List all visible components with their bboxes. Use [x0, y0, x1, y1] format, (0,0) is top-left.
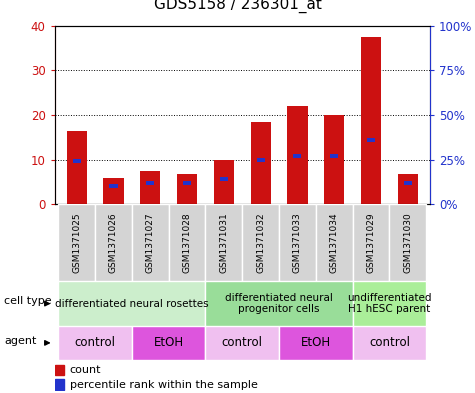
- Bar: [256, 158, 265, 162]
- Bar: [398, 174, 418, 204]
- Bar: [352, 204, 390, 281]
- Text: undifferentiated
H1 hESC parent: undifferentiated H1 hESC parent: [347, 293, 432, 314]
- Bar: [250, 122, 271, 204]
- Bar: [183, 181, 191, 185]
- Text: GSM1371026: GSM1371026: [109, 212, 118, 273]
- Bar: [242, 204, 279, 281]
- Bar: [169, 204, 206, 281]
- Text: EtOH: EtOH: [153, 336, 184, 349]
- Text: GSM1371030: GSM1371030: [403, 212, 412, 273]
- Bar: [132, 326, 206, 360]
- Bar: [55, 379, 64, 389]
- Text: control: control: [222, 336, 263, 349]
- Bar: [352, 326, 426, 360]
- Bar: [206, 326, 279, 360]
- Bar: [73, 160, 81, 163]
- Bar: [58, 326, 132, 360]
- Text: GSM1371031: GSM1371031: [219, 212, 228, 273]
- Bar: [294, 154, 302, 158]
- Bar: [206, 204, 242, 281]
- Bar: [220, 177, 228, 181]
- Bar: [404, 181, 412, 185]
- Text: EtOH: EtOH: [301, 336, 331, 349]
- Bar: [352, 281, 426, 326]
- Text: GSM1371028: GSM1371028: [182, 212, 191, 273]
- Bar: [66, 130, 87, 204]
- Text: cell type: cell type: [4, 296, 52, 306]
- Text: control: control: [369, 336, 410, 349]
- Text: percentile rank within the sample: percentile rank within the sample: [70, 380, 257, 389]
- Bar: [214, 160, 234, 204]
- Bar: [279, 204, 316, 281]
- Bar: [146, 181, 154, 185]
- Bar: [390, 204, 426, 281]
- Bar: [177, 174, 197, 204]
- Text: differentiated neural
progenitor cells: differentiated neural progenitor cells: [225, 293, 333, 314]
- Text: GSM1371027: GSM1371027: [146, 212, 155, 273]
- Bar: [58, 204, 95, 281]
- Bar: [330, 154, 338, 158]
- Bar: [367, 138, 375, 142]
- Text: differentiated neural rosettes: differentiated neural rosettes: [55, 299, 209, 309]
- Bar: [287, 106, 307, 204]
- Bar: [55, 365, 64, 375]
- Bar: [206, 281, 352, 326]
- Text: GSM1371029: GSM1371029: [367, 212, 376, 273]
- Text: GSM1371034: GSM1371034: [330, 212, 339, 273]
- Text: control: control: [75, 336, 115, 349]
- Text: GSM1371032: GSM1371032: [256, 212, 265, 273]
- Text: GSM1371025: GSM1371025: [72, 212, 81, 273]
- Text: GSM1371033: GSM1371033: [293, 212, 302, 273]
- Bar: [316, 204, 352, 281]
- Bar: [132, 204, 169, 281]
- Bar: [109, 184, 117, 189]
- Text: GDS5158 / 236301_at: GDS5158 / 236301_at: [153, 0, 322, 13]
- Bar: [324, 115, 344, 204]
- Bar: [95, 204, 132, 281]
- Text: agent: agent: [4, 336, 37, 346]
- Bar: [140, 171, 161, 204]
- Text: count: count: [70, 365, 101, 375]
- Bar: [58, 281, 206, 326]
- Bar: [104, 178, 124, 204]
- Bar: [361, 37, 381, 204]
- Bar: [279, 326, 352, 360]
